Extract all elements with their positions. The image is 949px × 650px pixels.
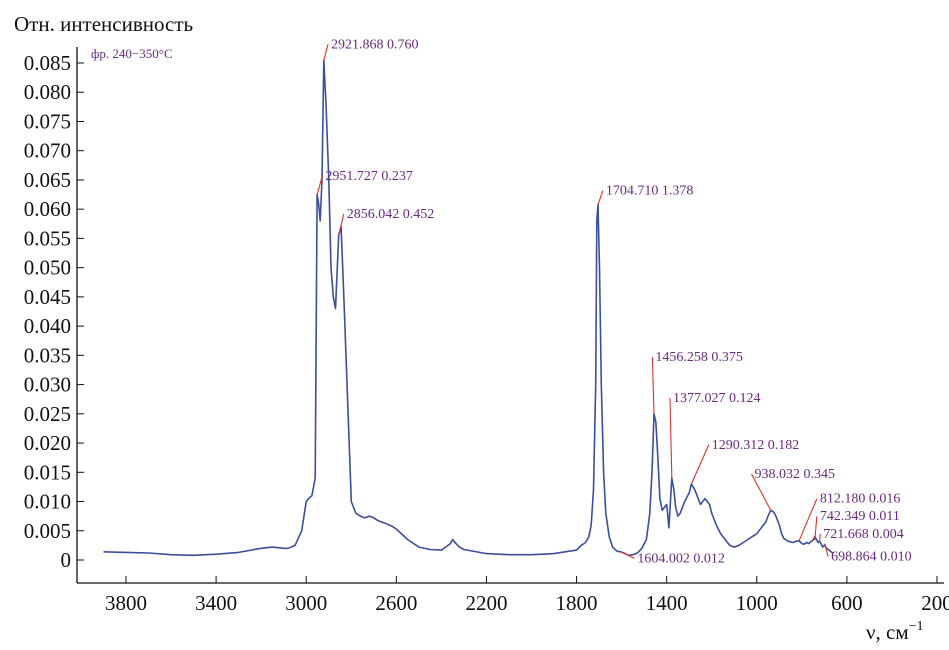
annotation-leader-line	[751, 473, 772, 511]
annotation-label: 2856.042 0.452	[347, 207, 435, 222]
y-tick-label: 0.030	[24, 373, 71, 397]
x-tick-label: 1000	[736, 591, 778, 615]
annotation-label: 938.032 0.345	[755, 467, 836, 482]
x-tick-label: 3800	[105, 591, 147, 615]
annotation-label: 721.668 0.004	[823, 527, 904, 542]
annotation-label: 742.349 0.011	[820, 509, 900, 524]
sample-label: фр. 240−350°C	[91, 46, 173, 61]
annotation-leader-line	[597, 190, 604, 205]
y-tick-label: 0.060	[24, 197, 71, 221]
x-tick-label: 600	[831, 591, 863, 615]
annotation-leader-line	[798, 498, 818, 541]
y-tick-label: 0.085	[24, 51, 71, 75]
y-tick-label: 0.035	[24, 343, 71, 367]
x-tick-label: 2600	[375, 591, 417, 615]
annotation-leader-line	[824, 543, 829, 557]
annotation-label: 1456.258 0.375	[655, 350, 743, 365]
annotation-leader-line	[669, 398, 673, 479]
annotation-leader-line	[818, 533, 821, 543]
y-tick-label: 0.065	[24, 168, 71, 192]
y-ticks: 0 0.005 0.010 0.015 0.020 0.025 0.030 0.035 0.04…	[24, 51, 84, 572]
annotations-group: 2921.868 0.760 2951.727 0.237 2856.042 0.4…	[316, 37, 912, 566]
x-tick-label: 200	[921, 591, 949, 615]
annotation-label: 812.180 0.016	[820, 492, 901, 507]
axes	[76, 47, 944, 584]
y-tick-label: 0.070	[24, 139, 71, 163]
x-ticks: 3800 3400 3000 2600 2200 1800 1400 1000 600 200	[105, 576, 949, 615]
y-tick-label: 0.045	[24, 285, 71, 309]
annotation-label: 1604.002 0.012	[637, 551, 725, 566]
y-tick-label: 0.020	[24, 431, 71, 455]
x-tick-label: 1800	[556, 591, 598, 615]
x-tick-label: 3400	[195, 591, 237, 615]
y-axis-label: Отн. интенсивность	[14, 12, 193, 36]
annotation-leader-line	[338, 213, 345, 236]
y-tick-label: 0.075	[24, 109, 71, 133]
series-group	[103, 59, 834, 557]
annotation-label: 1704.710 1.378	[606, 184, 694, 199]
annotation-label: 1290.312 0.182	[712, 438, 800, 453]
y-tick-label: 0.040	[24, 314, 71, 338]
y-tick-label: 0	[61, 548, 72, 572]
annotation-leader-line	[316, 175, 323, 195]
annotation-leader-line	[323, 44, 329, 61]
y-tick-label: 0.005	[24, 519, 71, 543]
annotation-label: 698.864 0.010	[831, 550, 912, 565]
y-tick-label: 0.025	[24, 402, 71, 426]
x-axis-label-superscript: −1	[909, 619, 924, 634]
series-line-0	[103, 59, 834, 557]
y-tick-label: 0.015	[24, 460, 71, 484]
x-tick-label: 3000	[285, 591, 327, 615]
annotation-label: 2921.868 0.760	[331, 37, 419, 52]
annotation-label: 1377.027 0.124	[673, 391, 761, 406]
y-tick-label: 0.080	[24, 80, 71, 104]
y-tick-label: 0.055	[24, 226, 71, 250]
annotation-leader-line	[690, 444, 710, 485]
x-axis-label: ν, см−1	[866, 619, 924, 644]
x-axis-label-text: ν, см	[866, 620, 909, 644]
annotation-leader-line	[814, 516, 818, 541]
annotation-leader-line	[651, 357, 655, 414]
x-tick-label: 2200	[465, 591, 507, 615]
annotation-label: 2951.727 0.237	[325, 169, 413, 184]
y-tick-label: 0.050	[24, 256, 71, 280]
y-tick-label: 0.010	[24, 490, 71, 514]
x-tick-label: 1400	[646, 591, 688, 615]
annotation-leader-line	[620, 551, 635, 559]
